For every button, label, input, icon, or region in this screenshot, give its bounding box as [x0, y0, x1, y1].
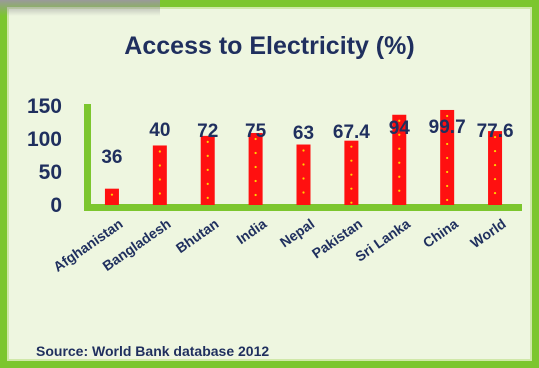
- bar-dot: [206, 168, 209, 171]
- bar-dot: [302, 177, 305, 180]
- bar: [488, 131, 503, 205]
- bar-dot: [398, 119, 401, 122]
- data-label: 72: [197, 121, 218, 142]
- source-note: Source: World Bank database 2012: [36, 343, 270, 359]
- bar-dot: [254, 165, 257, 169]
- data-label: 36: [101, 147, 122, 168]
- bar-dot: [398, 133, 401, 136]
- bar-dot: [446, 198, 449, 202]
- bar-dot: [254, 137, 257, 141]
- data-labels: 36 40 72 75 63 67.4 94 99.7 77.6: [101, 117, 513, 168]
- data-label: 67.4: [333, 122, 370, 143]
- corner-shadow: [0, 0, 160, 16]
- y-axis-labels: 150 100 50 0: [27, 95, 62, 217]
- bar-dot: [350, 201, 353, 204]
- bar-dot: [254, 193, 257, 197]
- bar: [152, 145, 167, 205]
- x-tick-label: China: [420, 215, 461, 251]
- y-axis-line: [84, 104, 91, 211]
- y-tick-label: 100: [27, 128, 62, 151]
- bar-dot: [206, 154, 209, 157]
- data-label: 77.6: [477, 121, 514, 142]
- bar-dot: [446, 156, 449, 160]
- bar-dot: [493, 135, 497, 139]
- bar-dot: [254, 151, 257, 155]
- bar-dot: [302, 163, 305, 166]
- data-label: 94: [389, 118, 411, 139]
- chart-axes: [84, 104, 522, 211]
- bar-dot: [158, 164, 161, 167]
- bar-dot: [493, 177, 497, 181]
- bar: [392, 114, 407, 205]
- bar-dot: [446, 184, 449, 188]
- bar: [344, 140, 359, 205]
- x-tick-label: Bhutan: [173, 215, 222, 256]
- y-tick-label: 0: [50, 194, 62, 217]
- x-axis-line: [84, 204, 522, 211]
- x-tick-label: Nepal: [277, 215, 317, 250]
- bar-dot: [158, 150, 161, 153]
- bar-dot: [493, 191, 497, 195]
- data-label: 99.7: [429, 117, 466, 138]
- y-tick-label: 50: [39, 161, 62, 184]
- bar-dot: [493, 149, 497, 153]
- bar-dot: [302, 149, 305, 152]
- bar-dot: [398, 147, 401, 150]
- bar-dot: [350, 187, 353, 190]
- bar: [296, 144, 311, 205]
- data-label: 40: [149, 120, 170, 141]
- bar-dot: [350, 173, 353, 176]
- bar-dot: [158, 192, 161, 195]
- bar-dot: [398, 161, 401, 164]
- bar: [248, 133, 263, 205]
- bar-dot: [446, 170, 449, 174]
- bar-dot: [206, 196, 209, 199]
- bar-dot: [254, 179, 257, 183]
- bar-dot: [206, 140, 209, 143]
- bar-dot: [446, 142, 449, 146]
- bar-dot: [158, 178, 161, 181]
- bar-dot: [110, 193, 114, 196]
- data-label: 75: [245, 121, 267, 142]
- bar: [104, 188, 119, 205]
- chart-title: Access to Electricity (%): [124, 32, 415, 60]
- bar-dot: [446, 114, 449, 118]
- bar-dot: [493, 163, 497, 167]
- y-tick-label: 150: [27, 95, 62, 118]
- bar-series: [104, 109, 503, 205]
- x-tick-label: India: [233, 215, 269, 247]
- bar-dot: [350, 145, 353, 148]
- x-tick-label: World: [467, 215, 508, 251]
- bar-dot: [302, 191, 305, 194]
- bar-dot: [398, 175, 401, 178]
- bar-dot: [398, 189, 401, 192]
- bar-dot: [446, 128, 449, 132]
- x-tick-label: Sri Lanka: [352, 215, 413, 264]
- bar-dot: [206, 182, 209, 185]
- bar-dot: [350, 159, 353, 162]
- data-label: 63: [293, 123, 314, 144]
